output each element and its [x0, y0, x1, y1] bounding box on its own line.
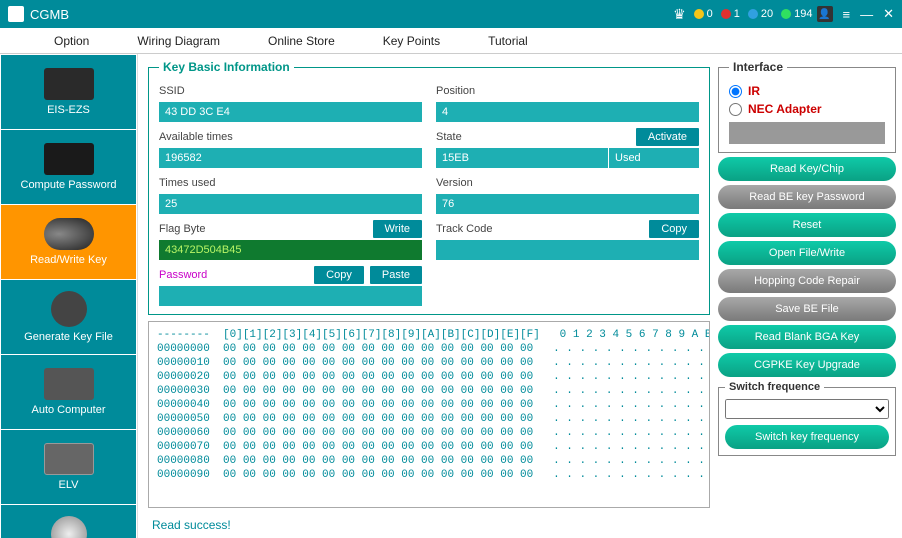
menu-icon[interactable]: ≡: [843, 7, 851, 22]
key-icon: [44, 218, 94, 250]
badge-dot-icon: [721, 9, 731, 19]
badge-count: 1: [734, 8, 740, 20]
save-be-file-button[interactable]: Save BE File: [718, 297, 896, 321]
sidebar-item-label: Read/Write Key: [30, 254, 107, 266]
password-value: [159, 286, 422, 306]
flag-byte-label: Flag Byte Write: [159, 220, 422, 238]
sidebar-item-label: Auto Computer: [32, 404, 106, 416]
gen-icon: [51, 291, 87, 327]
write-button[interactable]: Write: [373, 220, 422, 238]
titlebar: CGMB ♛ 0 1 20 194 👤 ≡ — ✕: [0, 0, 902, 28]
times-used-label: Times used: [159, 174, 422, 192]
hopping-code-repair-button[interactable]: Hopping Code Repair: [718, 269, 896, 293]
minimize-button[interactable]: —: [860, 7, 873, 22]
interface-legend: Interface: [729, 60, 787, 74]
menu-option[interactable]: Option: [30, 34, 113, 48]
ir-radio[interactable]: [729, 85, 742, 98]
sidebar-item-compute[interactable]: Compute Password: [1, 130, 136, 204]
position-label: Position: [436, 82, 699, 100]
menu-online-store[interactable]: Online Store: [244, 34, 359, 48]
nec-radio[interactable]: [729, 103, 742, 116]
interface-group: Interface IR NEC Adapter: [718, 60, 896, 153]
status-badge: 194: [781, 8, 812, 20]
switch-frequency-legend: Switch frequence: [725, 381, 824, 393]
ssid-label: SSID: [159, 82, 422, 100]
eis-icon: [44, 68, 94, 100]
status-badge: 20: [748, 8, 773, 20]
flag-byte-value: 43472D504B45: [159, 240, 422, 260]
version-label: Version: [436, 174, 699, 192]
switch-frequency-group: Switch frequence Switch key frequency: [718, 381, 896, 456]
available-times-value: 196582: [159, 148, 422, 168]
cgpke-upgrade-button[interactable]: CGPKE Key Upgrade: [718, 353, 896, 377]
elv-icon: [44, 443, 94, 475]
frequency-select[interactable]: [725, 399, 889, 419]
sidebar-item-elv[interactable]: ELV: [1, 430, 136, 504]
state-text-value: Used: [609, 148, 699, 168]
auto-icon: [44, 368, 94, 400]
key-basic-legend: Key Basic Information: [159, 60, 294, 74]
track-code-label: Track Code Copy: [436, 220, 699, 238]
track-code-value: [436, 240, 699, 260]
menu-tutorial[interactable]: Tutorial: [464, 34, 552, 48]
badge-count: 20: [761, 8, 773, 20]
available-times-label: Available times: [159, 128, 422, 146]
sidebar: EIS-EZS Compute Password Read/Write Key Gen…: [0, 54, 138, 538]
menu-wiring-diagram[interactable]: Wiring Diagram: [113, 34, 244, 48]
open-file-write-button[interactable]: Open File/Write: [718, 241, 896, 265]
sidebar-item-label: EIS-EZS: [47, 104, 90, 116]
position-value: 4: [436, 102, 699, 122]
sidebar-item-key[interactable]: Read/Write Key: [1, 205, 136, 279]
nec-label: NEC Adapter: [748, 102, 822, 116]
ir-label: IR: [748, 84, 760, 98]
badge-count: 194: [794, 8, 812, 20]
menubar: OptionWiring DiagramOnline StoreKey Poin…: [0, 28, 902, 54]
compute-icon: [44, 143, 94, 175]
app-title: CGMB: [30, 7, 69, 22]
hex-viewer[interactable]: -------- [0][1][2][3][4][5][6][7][8][9][…: [148, 321, 710, 508]
close-button[interactable]: ✕: [883, 6, 894, 22]
read-key-chip-button[interactable]: Read Key/Chip: [718, 157, 896, 181]
status-badge: 0: [694, 8, 713, 20]
state-label: State Activate: [436, 128, 699, 146]
menu-key-points[interactable]: Key Points: [359, 34, 464, 48]
sidebar-item-gen[interactable]: Generate Key File: [1, 280, 136, 354]
mileage-icon: [51, 516, 87, 538]
badge-dot-icon: [694, 9, 704, 19]
badge-dot-icon: [781, 9, 791, 19]
copy-password-button[interactable]: Copy: [314, 266, 364, 284]
status-badge: 1: [721, 8, 740, 20]
sidebar-item-label: Generate Key File: [24, 331, 113, 343]
reset-button[interactable]: Reset: [718, 213, 896, 237]
status-text: Read success!: [148, 514, 710, 532]
user-icon[interactable]: 👤: [817, 6, 833, 22]
interface-info-bar: [729, 122, 885, 144]
read-blank-bga-button[interactable]: Read Blank BGA Key: [718, 325, 896, 349]
ssid-value: 43 DD 3C E4: [159, 102, 422, 122]
key-basic-info-group: Key Basic Information SSID 43 DD 3C E4 P…: [148, 60, 710, 315]
activate-button[interactable]: Activate: [636, 128, 699, 146]
sidebar-item-eis[interactable]: EIS-EZS: [1, 55, 136, 129]
paste-password-button[interactable]: Paste: [370, 266, 422, 284]
password-label: Password Copy Paste: [159, 266, 422, 284]
badge-count: 0: [707, 8, 713, 20]
read-be-password-button[interactable]: Read BE key Password: [718, 185, 896, 209]
copy-track-button[interactable]: Copy: [649, 220, 699, 238]
sidebar-item-label: Compute Password: [21, 179, 117, 191]
version-value: 76: [436, 194, 699, 214]
times-used-value: 25: [159, 194, 422, 214]
app-logo: [8, 6, 24, 22]
sidebar-item-mileage[interactable]: Mileage Repair: [1, 505, 136, 538]
sidebar-item-label: ELV: [59, 479, 79, 491]
state-code-value: 15EB: [436, 148, 608, 168]
crown-icon[interactable]: ♛: [673, 6, 686, 23]
badge-dot-icon: [748, 9, 758, 19]
switch-key-frequency-button[interactable]: Switch key frequency: [725, 425, 889, 449]
sidebar-item-auto[interactable]: Auto Computer: [1, 355, 136, 429]
